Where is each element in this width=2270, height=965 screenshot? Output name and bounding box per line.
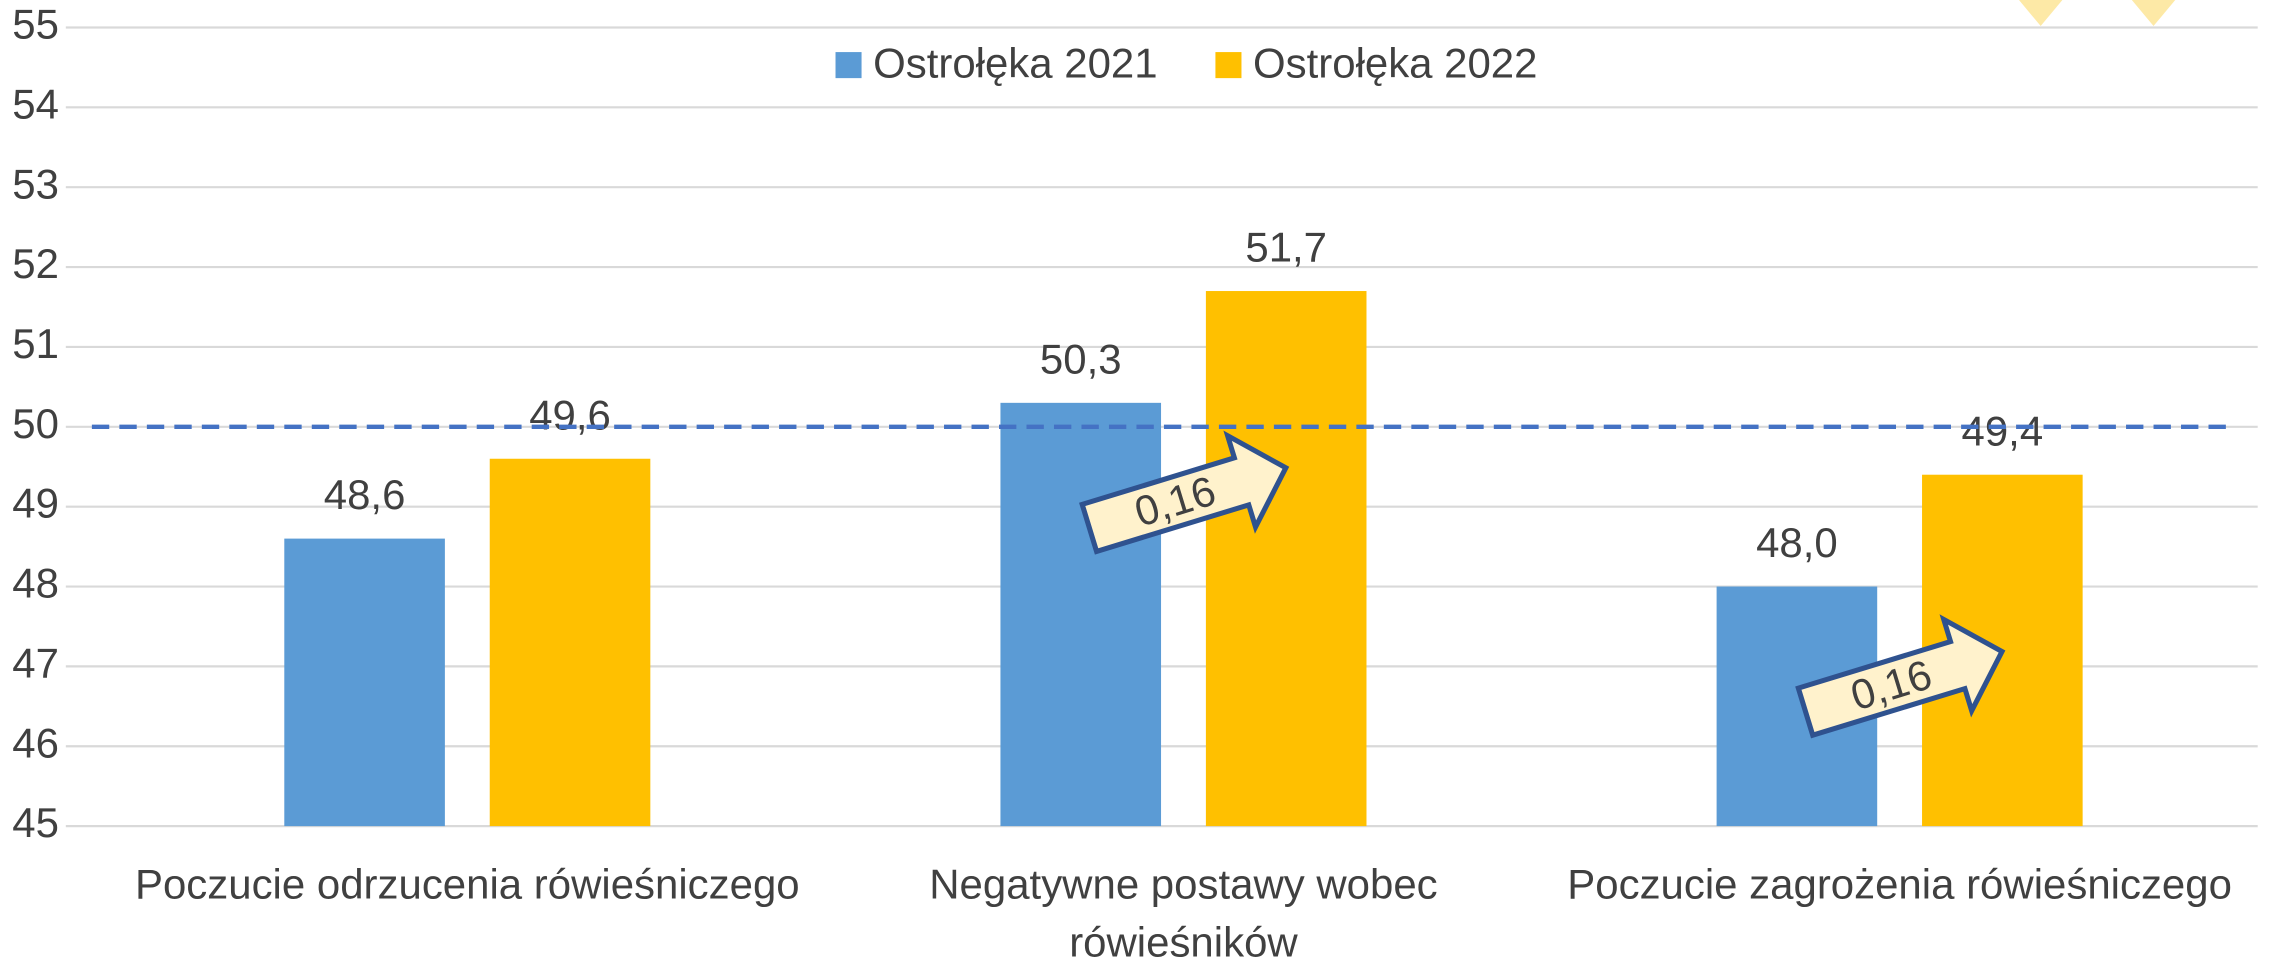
legend-swatch [835,52,862,79]
value-label: 50,3 [1040,335,1122,382]
legend-label: Ostrołęka 2021 [873,40,1157,87]
y-tick-label: 54 [12,80,59,127]
value-label: 49,4 [1962,407,2044,454]
annotation-arrow: 0,16 [1795,614,2006,739]
y-tick-label: 49 [12,480,59,527]
bar [489,458,651,827]
y-tick-label: 52 [12,240,59,287]
y-tick-label: 51 [12,320,59,367]
bar [284,538,445,827]
decoration [2131,0,2176,27]
value-label: 51,7 [1245,224,1327,271]
legend-swatch [1215,52,1242,79]
y-tick-label: 50 [12,400,59,447]
y-tick-label: 46 [12,719,59,766]
y-tick-label: 55 [12,1,59,48]
value-label: 48,6 [324,471,406,518]
legend-label: Ostrołęka 2022 [1253,40,1537,87]
y-tick-label: 48 [12,560,59,607]
x-tick-label-box: Poczucie zagrożenia rówieśniczego [1567,862,2232,909]
y-tick-label: 45 [12,799,59,846]
y-tick-label: 53 [12,160,59,207]
arrow-shape [1079,430,1290,555]
bar [1000,402,1162,827]
bar [1205,291,1367,827]
x-tick-label-box: Poczucie odrzucenia rówieśniczego [134,862,800,909]
value-label: 49,6 [529,391,611,438]
x-tick-label: Poczucie zagrożenia rówieśniczego [1567,862,2232,909]
arrow-shape [1795,614,2006,739]
y-tick-label: 47 [12,639,59,686]
value-label: 48,0 [1756,519,1838,566]
x-tick-label: Negatywne postawy wobec rówieśników [929,862,1438,965]
x-tick-label-box: Negatywne postawy wobec rówieśników [929,862,1438,965]
decoration [2018,0,2063,27]
x-tick-label: Poczucie odrzucenia rówieśniczego [134,862,800,909]
